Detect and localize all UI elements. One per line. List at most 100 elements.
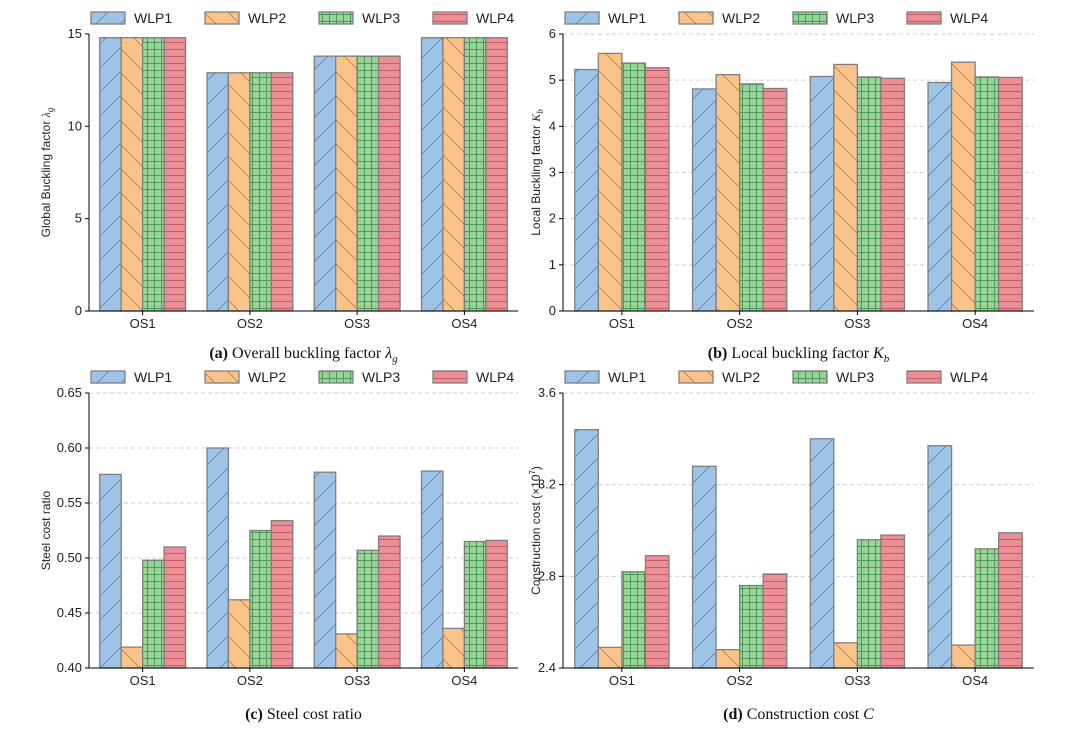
bar-wlp3-os3 — [856, 539, 882, 669]
legend-label-wlp4: WLP4 — [950, 10, 988, 26]
bar-wlp1-os3 — [809, 438, 835, 669]
legend-swatch-wlp3 — [318, 11, 354, 25]
y-tick-label: 3.6 — [538, 385, 556, 400]
legend-label-wlp2: WLP2 — [722, 369, 760, 385]
bar-wlp3-os1 — [141, 37, 165, 312]
legend-swatch-wlp4 — [906, 370, 942, 384]
bar-wlp3-os4 — [974, 548, 1000, 669]
bar-wlp1-os2 — [206, 72, 230, 312]
bar-wlp4-os2 — [270, 72, 294, 312]
bar-wlp1-os2 — [691, 465, 717, 669]
legend-label-wlp2: WLP2 — [722, 10, 760, 26]
panel-caption: (c) Steel cost ratio — [245, 706, 362, 723]
y-tick-label: 15 — [68, 26, 82, 41]
bar-wlp4-os3 — [880, 534, 906, 669]
panel-b-local-buckling: 0 1 2 3 4 5 6 OS1 OS2 OS3 OS4 Local Buckling factor… — [529, 10, 1034, 365]
legend-label-wlp4: WLP4 — [476, 369, 514, 385]
legend-swatch-wlp1 — [564, 370, 600, 384]
bar-wlp1-os3 — [313, 55, 337, 312]
x-tick-label: OS2 — [727, 316, 753, 331]
bar-wlp3-os2 — [249, 72, 272, 312]
y-tick-label: 0.40 — [57, 660, 82, 675]
panel-caption: (a) Overall buckling factor λg — [209, 345, 398, 365]
bar-wlp2-os1 — [120, 646, 144, 669]
bar-wlp4-os2 — [270, 519, 294, 669]
x-tick-label: OS4 — [962, 316, 988, 331]
bar-wlp3-os4 — [463, 37, 487, 312]
x-tick-label: OS1 — [609, 673, 635, 688]
y-tick-label: 2.8 — [538, 568, 556, 583]
y-tick-label: 1 — [549, 257, 556, 272]
legend-label-wlp3: WLP3 — [836, 10, 874, 26]
legend-label-wlp3: WLP3 — [362, 10, 400, 26]
legend-label-wlp2: WLP2 — [248, 10, 286, 26]
bar-wlp1-os4 — [420, 37, 444, 312]
bar-wlp4-os1 — [644, 555, 670, 669]
x-tick-label: OS1 — [130, 673, 156, 688]
bar-wlp1-os4 — [927, 81, 953, 312]
bar-wlp2-os3 — [335, 633, 358, 669]
bar-wlp2-os2 — [227, 72, 251, 312]
bar-wlp2-os2 — [227, 599, 251, 669]
y-tick-label: 0.55 — [57, 495, 82, 510]
bar-wlp3-os1 — [621, 62, 647, 312]
bar-wlp4-os2 — [762, 573, 788, 669]
x-tick-label: OS4 — [451, 673, 477, 688]
bar-wlp3-os2 — [738, 83, 764, 312]
legend-label-wlp4: WLP4 — [950, 369, 988, 385]
bar-wlp4-os3 — [377, 535, 401, 669]
x-tick-label: OS4 — [451, 316, 477, 331]
bar-wlp1-os1 — [574, 68, 599, 312]
legend-swatch-wlp4 — [906, 11, 942, 25]
legend-swatch-wlp1 — [90, 370, 126, 384]
legend-swatch-wlp3 — [792, 11, 828, 25]
legend-swatch-wlp4 — [432, 11, 468, 25]
bar-wlp2-os4 — [950, 644, 976, 669]
x-tick-label: OS3 — [344, 673, 370, 688]
panel-c-steel-cost-ratio: 0.40 0.45 0.50 0.55 0.60 0.65 OS1 OS2 OS3 OS4 Stee… — [39, 369, 518, 723]
x-tick-label: OS2 — [237, 673, 263, 688]
bar-wlp4-os3 — [377, 55, 401, 312]
bar-wlp3-os4 — [974, 76, 1000, 312]
bar-wlp1-os4 — [927, 445, 953, 669]
y-axis-label: Global Buckling factor λg — [39, 107, 55, 237]
legend-label-wlp1: WLP1 — [134, 369, 172, 385]
y-tick-label: 3 — [549, 165, 556, 180]
bar-wlp3-os3 — [356, 55, 380, 312]
legend-swatch-wlp2 — [678, 370, 714, 384]
legend-swatch-wlp2 — [204, 370, 240, 384]
y-tick-label: 4 — [549, 118, 556, 133]
y-axis-label: Construction cost (×107) — [528, 466, 543, 595]
panel-d-construction-cost: 2.4 2.8 3.2 3.6 OS1 OS2 OS3 OS4 Construction cos… — [528, 369, 1034, 723]
bar-wlp4-os1 — [644, 67, 670, 312]
panel-caption: (b) Local buckling factor Kb — [708, 345, 890, 365]
bar-wlp4-os4 — [485, 539, 508, 669]
bar-wlp4-os3 — [880, 77, 906, 312]
bar-wlp4-os4 — [998, 532, 1023, 669]
x-tick-label: OS2 — [237, 316, 263, 331]
y-tick-label: 5 — [549, 72, 556, 87]
legend-label-wlp1: WLP1 — [134, 10, 172, 26]
x-tick-label: OS3 — [344, 316, 370, 331]
bar-wlp2-os4 — [442, 627, 466, 669]
y-tick-label: 0.50 — [57, 550, 82, 565]
y-tick-label: 0 — [75, 303, 82, 318]
bar-wlp3-os1 — [621, 571, 647, 669]
bar-wlp1-os3 — [809, 75, 835, 312]
legend-label-wlp4: WLP4 — [476, 10, 514, 26]
bar-wlp2-os3 — [833, 63, 859, 312]
bar-wlp4-os1 — [163, 546, 187, 669]
y-axis-label: Local Buckling factor Kb — [529, 109, 545, 236]
y-tick-label: 0.65 — [57, 385, 82, 400]
panel-caption: (d) Construction cost C — [723, 706, 874, 723]
bar-wlp3-os2 — [738, 584, 764, 669]
bar-wlp2-os1 — [120, 37, 144, 312]
bar-wlp2-os1 — [597, 646, 623, 669]
bar-wlp3-os3 — [356, 549, 380, 669]
bar-wlp1-os1 — [99, 473, 122, 669]
x-tick-label: OS1 — [609, 316, 635, 331]
bar-wlp4-os1 — [163, 37, 187, 312]
bar-wlp2-os4 — [442, 37, 466, 312]
y-axis-label: Steel cost ratio — [39, 490, 53, 570]
